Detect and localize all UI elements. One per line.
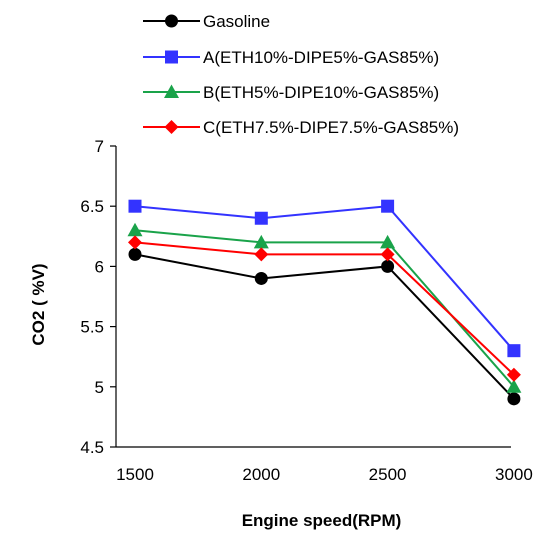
data-point bbox=[128, 247, 142, 261]
legend-entry: A(ETH10%-DIPE5%-GAS85%) bbox=[143, 48, 439, 67]
data-point bbox=[381, 199, 395, 213]
legend-label: B(ETH5%-DIPE10%-GAS85%) bbox=[203, 83, 439, 102]
x-tick-label: 3000 bbox=[495, 465, 533, 484]
data-point bbox=[506, 367, 521, 382]
series-3 bbox=[127, 222, 522, 393]
y-tick-label: 5.5 bbox=[80, 318, 104, 337]
axes bbox=[115, 146, 511, 448]
series-1 bbox=[128, 247, 521, 406]
legend-entry: B(ETH5%-DIPE10%-GAS85%) bbox=[143, 83, 439, 102]
data-point bbox=[506, 379, 522, 393]
y-axis-title: CO2 ( %V) bbox=[29, 263, 48, 345]
data-point bbox=[128, 235, 142, 250]
data-point bbox=[381, 259, 395, 273]
data-point bbox=[127, 222, 143, 237]
series-2 bbox=[128, 199, 521, 358]
x-tick-label: 2000 bbox=[242, 465, 280, 484]
data-point bbox=[128, 199, 142, 213]
series-layer bbox=[127, 199, 522, 406]
y-tick-label: 4.5 bbox=[80, 438, 104, 457]
y-tick-label: 6 bbox=[95, 257, 104, 276]
x-tick-label: 1500 bbox=[116, 465, 154, 484]
legend-entry: Gasoline bbox=[143, 12, 270, 31]
y-tick-label: 6.5 bbox=[80, 197, 104, 216]
data-point bbox=[254, 271, 268, 285]
legend-label: Gasoline bbox=[203, 12, 270, 31]
data-point bbox=[507, 344, 521, 358]
series-4 bbox=[128, 235, 521, 382]
y-tick-label: 5 bbox=[95, 378, 104, 397]
x-tick-label: 2500 bbox=[369, 465, 407, 484]
data-point bbox=[253, 234, 269, 249]
data-point bbox=[380, 247, 395, 262]
legend-label: C(ETH7.5%-DIPE7.5%-GAS85%) bbox=[203, 118, 459, 137]
legend-entry: C(ETH7.5%-DIPE7.5%-GAS85%) bbox=[143, 118, 459, 137]
data-point bbox=[380, 234, 396, 249]
legend: Gasoline A(ETH10%-DIPE5%-GAS85%) B(ETH5%-D… bbox=[143, 12, 459, 137]
x-tick-labels: 1500 2000 2500 3000 bbox=[116, 465, 533, 484]
x-axis-title: Engine speed(RPM) bbox=[242, 511, 402, 530]
data-point bbox=[254, 211, 268, 225]
y-tick-labels: 4.5 5 5.5 6 6.5 7 bbox=[80, 137, 116, 457]
series-line bbox=[134, 205, 515, 352]
data-point bbox=[507, 392, 521, 406]
legend-marker bbox=[165, 14, 178, 28]
legend-marker bbox=[164, 84, 179, 98]
legend-marker bbox=[164, 120, 179, 134]
legend-marker bbox=[165, 50, 178, 64]
data-point bbox=[254, 247, 269, 262]
legend-label: A(ETH10%-DIPE5%-GAS85%) bbox=[203, 48, 439, 67]
y-tick-label: 7 bbox=[95, 137, 104, 156]
series-line bbox=[134, 253, 515, 400]
series-line bbox=[134, 241, 515, 376]
